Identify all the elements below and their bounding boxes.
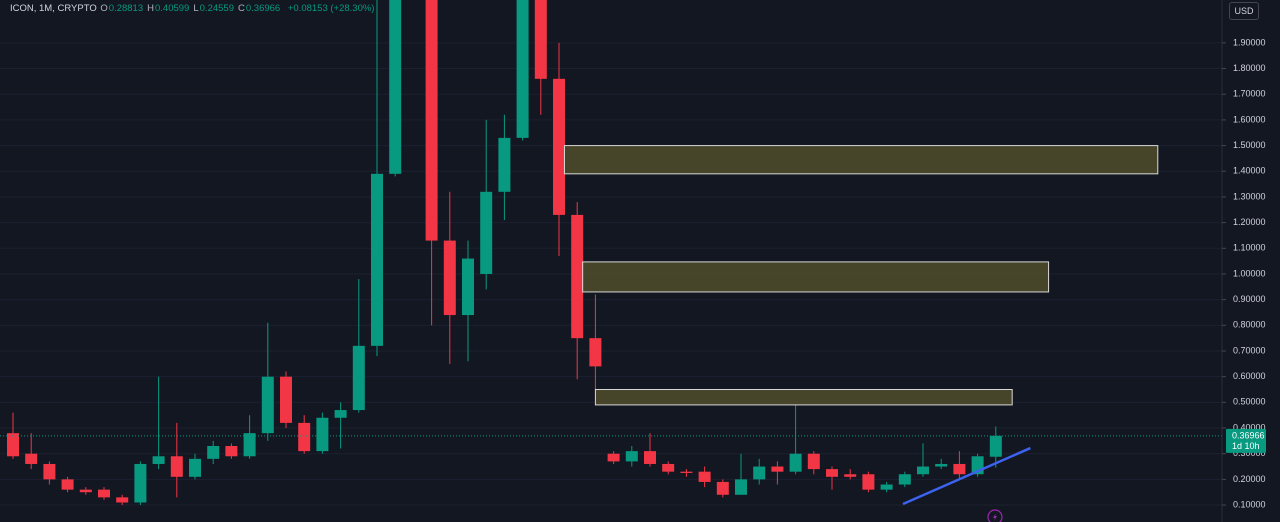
candle-body bbox=[170, 456, 183, 477]
candle-body bbox=[334, 410, 347, 418]
candle-body bbox=[862, 474, 875, 490]
y-tick-label: 1.60000 bbox=[1233, 114, 1266, 124]
candle-body bbox=[7, 433, 19, 457]
header: ICON, 1M, CRYPTO O0.28813 H0.40599 L0.2455… bbox=[10, 3, 378, 14]
candle-body bbox=[389, 0, 402, 174]
plot-area bbox=[0, 0, 1222, 506]
y-tick-label: 1.80000 bbox=[1233, 63, 1266, 73]
candle-body bbox=[989, 435, 1002, 457]
y-tick-label: 1.10000 bbox=[1233, 243, 1266, 253]
candle-body bbox=[79, 489, 92, 493]
y-tick-label: 0.70000 bbox=[1233, 345, 1266, 355]
y-tick-label: 0.10000 bbox=[1233, 499, 1266, 509]
zone bbox=[594, 389, 1013, 406]
candle-body bbox=[625, 451, 638, 462]
currency-button[interactable]: USD bbox=[1229, 2, 1259, 20]
candle-body bbox=[261, 376, 274, 434]
candle-body bbox=[935, 463, 948, 467]
candle-body bbox=[43, 463, 56, 480]
candle-body bbox=[698, 471, 711, 482]
candle-body bbox=[553, 78, 565, 215]
candle-body bbox=[807, 453, 820, 470]
candle-body bbox=[789, 453, 802, 472]
y-tick-label: 1.30000 bbox=[1233, 191, 1266, 201]
candle-body bbox=[462, 258, 474, 316]
symbol[interactable]: ICON, 1M, CRYPTO bbox=[10, 3, 97, 14]
ohlc-key: C bbox=[237, 3, 245, 14]
event-icon[interactable] bbox=[987, 509, 1003, 522]
ohlc-value: 0.24559 bbox=[199, 3, 234, 14]
candle-body bbox=[826, 469, 838, 477]
candle-body bbox=[443, 240, 456, 316]
y-tick-label: 0.80000 bbox=[1233, 320, 1266, 330]
candle-body bbox=[480, 191, 493, 274]
last-price-label: 0.36966 bbox=[1232, 431, 1265, 441]
y-tick-label: 0.20000 bbox=[1233, 474, 1266, 484]
candle-body bbox=[880, 484, 893, 490]
zone bbox=[582, 261, 1050, 293]
y-tick-label: 1.40000 bbox=[1233, 166, 1266, 176]
candle-body bbox=[534, 0, 547, 79]
trend-line[interactable] bbox=[902, 446, 1031, 506]
candle-body bbox=[316, 417, 329, 452]
change: +0.08153 (+28.30%) bbox=[287, 3, 375, 14]
y-tick-label: 0.60000 bbox=[1233, 371, 1266, 381]
last-price-tag bbox=[1226, 428, 1266, 453]
y-tick-label: 1.20000 bbox=[1233, 217, 1266, 227]
ohlc-key: O bbox=[100, 3, 108, 14]
candle-body bbox=[680, 471, 693, 473]
candle-body bbox=[134, 463, 147, 503]
candle-body bbox=[898, 474, 911, 485]
countdown: 1d 10h bbox=[1232, 441, 1260, 451]
ohlc-value: 0.28813 bbox=[108, 3, 144, 14]
y-tick-label: 1.00000 bbox=[1233, 268, 1266, 278]
y-tick-label: 0.40000 bbox=[1233, 422, 1266, 432]
candle-body bbox=[771, 466, 784, 472]
ohlc-value: 0.36966 bbox=[245, 3, 281, 14]
candle-body bbox=[753, 466, 766, 480]
candle-body bbox=[189, 458, 201, 477]
candle-body bbox=[25, 453, 38, 464]
candle-body bbox=[207, 445, 220, 459]
candle-body bbox=[280, 376, 292, 423]
price-axis: 0.10000 0.20000 0.30000 0.40000 0.50000 0.600… bbox=[1222, 37, 1266, 509]
candle-body bbox=[371, 173, 383, 346]
candle-body bbox=[225, 445, 238, 457]
candle-body bbox=[516, 0, 529, 138]
candle-body bbox=[498, 137, 511, 192]
candle-body bbox=[917, 466, 929, 475]
candle-body bbox=[644, 451, 656, 464]
candle-body bbox=[152, 456, 165, 464]
candle-body bbox=[61, 479, 74, 490]
candle-body bbox=[589, 338, 602, 367]
candle-body bbox=[98, 489, 110, 498]
candle-body bbox=[662, 463, 675, 472]
zone bbox=[563, 145, 1159, 175]
y-tick-label: 1.90000 bbox=[1233, 37, 1266, 47]
candle-body bbox=[571, 214, 584, 339]
candle-body bbox=[735, 479, 747, 495]
candle-body bbox=[243, 433, 256, 457]
y-tick-label: 0.90000 bbox=[1233, 294, 1266, 304]
y-tick-label: 0.30000 bbox=[1233, 448, 1266, 458]
y-tick-label: 1.70000 bbox=[1233, 89, 1266, 99]
ohlc-key: H bbox=[147, 3, 154, 14]
ohlc-key: L bbox=[193, 3, 199, 14]
ohlc: O0.28813 H0.40599 L0.24559 C0.36966 bbox=[100, 3, 284, 14]
candle-body bbox=[352, 345, 365, 411]
candle-body bbox=[425, 0, 438, 241]
candle-body bbox=[607, 453, 620, 462]
candle-body bbox=[116, 497, 129, 503]
candle-body bbox=[298, 422, 311, 452]
y-tick-label: 0.50000 bbox=[1233, 397, 1266, 407]
candle-body bbox=[844, 474, 857, 477]
candle-body bbox=[953, 463, 966, 475]
candle-body bbox=[716, 481, 729, 495]
y-tick-label: 1.50000 bbox=[1233, 140, 1266, 150]
ohlc-value: 0.40599 bbox=[155, 3, 190, 14]
